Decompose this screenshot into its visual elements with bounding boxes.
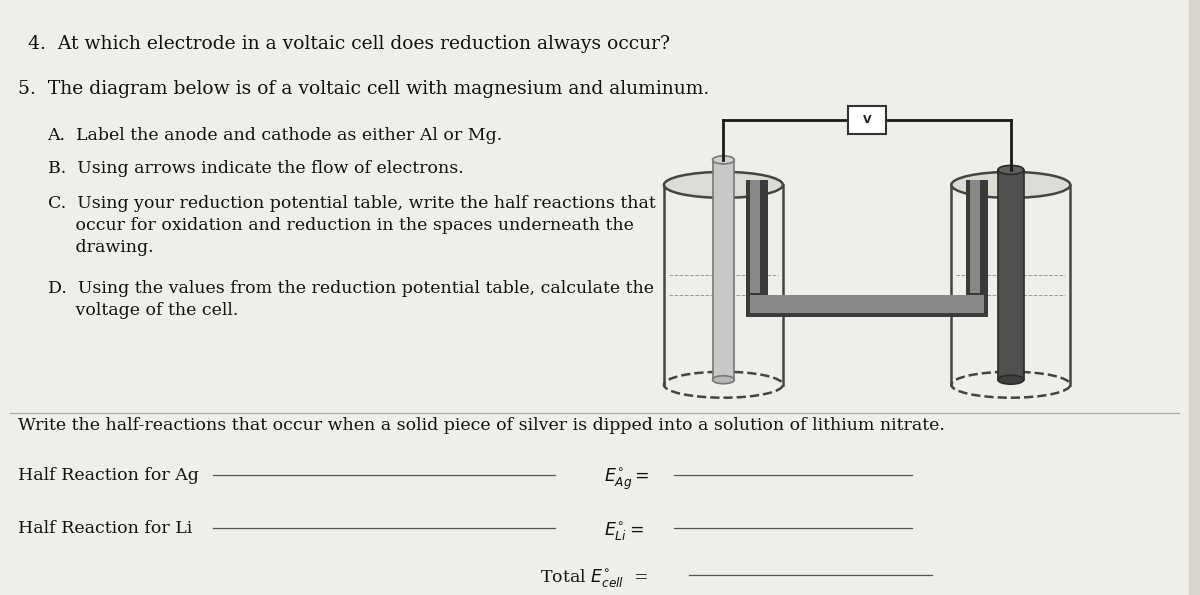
Text: $E^{\circ}_{Li}=$: $E^{\circ}_{Li}=$ [605, 519, 644, 541]
Text: Half Reaction for Li: Half Reaction for Li [18, 519, 192, 537]
Ellipse shape [713, 375, 734, 384]
Text: Write the half-reactions that occur when a solid piece of silver is dipped into : Write the half-reactions that occur when… [18, 416, 944, 434]
Text: Half Reaction for Ag: Half Reaction for Ag [18, 466, 199, 484]
Text: $E^{\circ}_{Ag}=$: $E^{\circ}_{Ag}=$ [605, 466, 650, 492]
Ellipse shape [952, 172, 1070, 198]
Bar [750, 295, 984, 313]
Ellipse shape [998, 375, 1024, 384]
Text: drawing.: drawing. [48, 239, 154, 256]
Bar [713, 160, 734, 380]
Bar [746, 180, 768, 295]
Bar [998, 170, 1024, 380]
Bar [746, 295, 988, 317]
Text: C.  Using your reduction potential table, write the half reactions that: C. Using your reduction potential table,… [48, 195, 655, 212]
Bar [848, 106, 886, 134]
Text: voltage of the cell.: voltage of the cell. [48, 302, 238, 319]
Text: B.  Using arrows indicate the flow of electrons.: B. Using arrows indicate the flow of ele… [48, 160, 463, 177]
Ellipse shape [664, 172, 782, 198]
Bar [750, 180, 760, 293]
Text: 4.  At which electrode in a voltaic cell does reduction always occur?: 4. At which electrode in a voltaic cell … [28, 35, 670, 53]
Text: D.  Using the values from the reduction potential table, calculate the: D. Using the values from the reduction p… [48, 280, 654, 297]
Text: V: V [863, 115, 871, 125]
Text: occur for oxidation and reduction in the spaces underneath the: occur for oxidation and reduction in the… [48, 217, 634, 234]
Ellipse shape [713, 156, 734, 164]
Ellipse shape [998, 165, 1024, 174]
Text: 5.  The diagram below is of a voltaic cell with magnesium and aluminum.: 5. The diagram below is of a voltaic cel… [18, 80, 709, 98]
Text: A.  Label the anode and cathode as either Al or Mg.: A. Label the anode and cathode as either… [48, 127, 503, 144]
Bar [970, 180, 980, 293]
Bar [966, 180, 988, 295]
Text: Total $E^{\circ}_{cell}$  =: Total $E^{\circ}_{cell}$ = [540, 566, 649, 588]
